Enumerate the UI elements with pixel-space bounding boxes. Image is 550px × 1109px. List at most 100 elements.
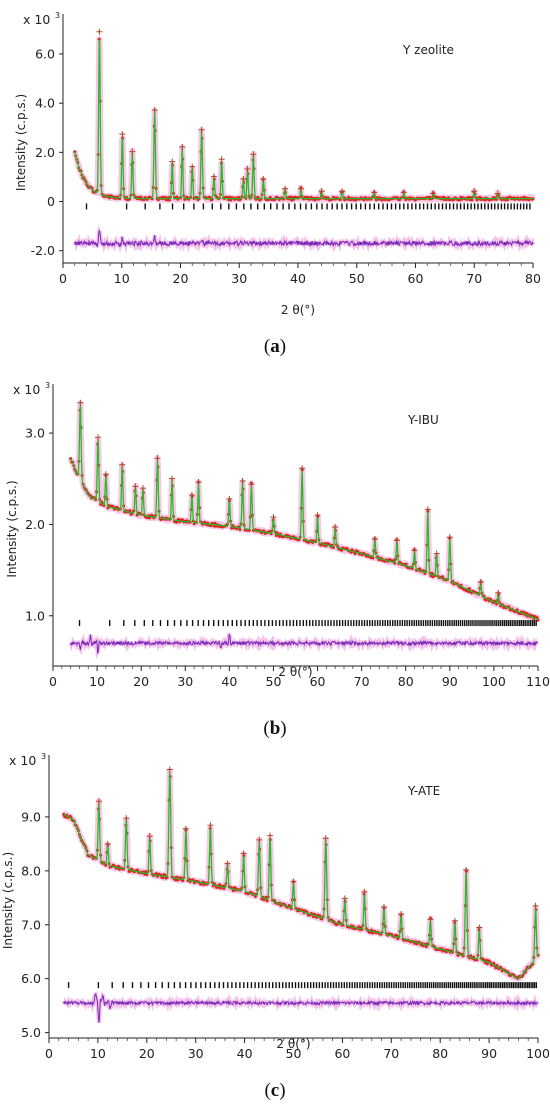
peak-marker [371,189,378,196]
x-tick-label: 10 [114,271,130,286]
peak-marker [282,185,289,192]
peak-marker [210,173,217,180]
peak-marker [299,465,306,472]
peak-marker [226,495,233,502]
x-tick-label: 40 [237,1046,253,1061]
peak-marker [218,156,225,163]
x-tick-label: 10 [89,674,105,689]
panel-b: 0 10 20 30 40 50 60 70 80 90 100 110 1.0 2.0 3.0 x 10 3 I… [0,370,550,748]
observed-point [161,876,165,880]
peak-marker [129,148,136,155]
x-axis-title: 2 θ(°) [281,303,315,317]
x-tick-label: 20 [139,1046,155,1061]
peak-marker [380,903,387,910]
peak-marker [151,107,158,114]
observed-point [128,509,132,513]
observed-halo [71,36,536,203]
observed-halo [67,400,541,623]
peak-marker [244,166,251,173]
calculated-line [63,771,539,980]
sample-label: Y-ATE [407,784,440,798]
sample-label: Y zeolite [402,43,454,57]
peak-marker [322,835,329,842]
peak-marker [297,185,304,192]
x-tick-label: 30 [188,1046,204,1061]
observed-point [371,556,375,560]
y-multiplier-label: x 10 [9,753,36,768]
y-axis-title: Intensity (c.p.s.) [1,852,15,949]
observed-point [238,528,242,531]
peak-marker [433,550,440,557]
panel-a: 0 10 20 30 40 50 60 70 80 -2.0 0 2.0 4.0 6.0 x 10 3 Inte… [0,0,550,370]
x-tick-label: 50 [266,674,282,689]
difference-halo [61,991,540,1023]
peak-marker [139,485,146,492]
observed-point [485,962,489,966]
x-tick-label: 90 [481,1046,497,1061]
y-multiplier-exponent: 3 [41,752,46,761]
x-tick-label: 50 [286,1046,302,1061]
x-tick-label: 100 [526,1046,550,1061]
peak-marker [207,822,214,829]
peak-marker [154,455,161,462]
peak-marker [476,924,483,931]
y-tick-label: 2.0 [25,517,45,532]
x-tick-label: 50 [349,271,365,286]
peak-marker [477,579,484,586]
peak-marker [102,471,109,478]
observed-point [392,559,396,563]
peak-marker [332,523,339,530]
x-tick-label: 20 [173,271,189,286]
y-multiplier-label: x 10 [13,382,40,397]
x-tick-label: 70 [383,1046,399,1061]
peak-marker [166,766,173,773]
peak-marker [119,461,126,468]
peak-marker [239,477,246,484]
calculated-line [74,39,533,200]
panel-caption-a: (a) [263,336,287,357]
y-tick-label: 3.0 [25,426,45,441]
x-axis-title: 2 θ(°) [278,665,312,679]
peak-marker [96,28,103,35]
x-tick-label: 70 [354,674,370,689]
peak-marker [132,483,139,490]
peak-marker [77,399,84,406]
panel-c: 0 10 20 30 40 50 60 70 80 90 100 5.0 6.0 7.0 8.0 9.0 x 1… [0,748,550,1109]
y-tick-label: 8.0 [21,863,41,878]
difference-line [74,229,534,248]
x-tick-label: 30 [177,674,193,689]
peak-marker [240,175,247,182]
peak-marker [341,895,348,902]
xrd-chart-a: 0 10 20 30 40 50 60 70 80 -2.0 0 2.0 4.0 6.0 x 10 3 Inte… [14,11,541,317]
peak-marker [398,910,405,917]
peak-marker [430,190,437,197]
x-tick-label: 20 [133,674,149,689]
peak-marker [471,188,478,195]
y-multiplier-exponent: 3 [55,11,60,20]
x-axis-title: 2 θ(°) [276,1037,310,1051]
x-tick-label: 10 [90,1046,106,1061]
x-tick-label: 60 [408,271,424,286]
peak-marker [424,506,431,513]
peak-marker [463,866,470,873]
peak-marker [270,514,277,521]
calculated-line [70,404,539,621]
x-tick-label: 60 [334,1046,350,1061]
peak-marker [195,478,202,485]
peak-marker [188,491,195,498]
peak-marker [267,832,274,839]
peak-marker [146,833,153,840]
peak-marker [104,840,111,847]
peak-marker [123,815,130,822]
x-tick-label: 40 [221,674,237,689]
bragg-ticks [78,620,537,627]
x-tick-label: 90 [442,674,458,689]
y-tick-label: 9.0 [21,809,41,824]
peak-marker [119,131,126,138]
peak-marker [427,916,434,923]
xrd-chart-b: 0 10 20 30 40 50 60 70 80 90 100 110 1.0 2.0 3.0 x 10 3 I… [5,381,550,689]
peak-marker [451,917,458,924]
x-tick-label: 0 [49,674,57,689]
peak-marker [224,860,231,867]
y-multiplier-label: x 10 [23,12,50,27]
